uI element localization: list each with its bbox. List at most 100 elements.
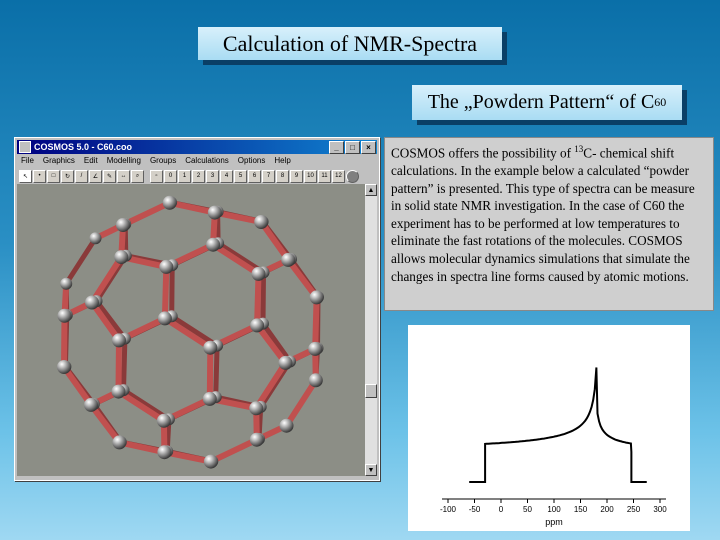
carbon-atom: [251, 266, 266, 281]
carbon-atom: [85, 295, 99, 310]
bond: [260, 269, 266, 327]
color-dot-icon[interactable]: [346, 169, 359, 183]
bond: [213, 343, 220, 400]
carbon-atom: [89, 232, 102, 245]
carbon-atom: [254, 215, 269, 229]
x-tick-label: 100: [547, 505, 561, 514]
group-0-button[interactable]: 0: [164, 169, 177, 183]
bond: [161, 263, 170, 322]
menu-help[interactable]: Help: [274, 156, 291, 165]
bond: [161, 315, 214, 351]
bond: [115, 337, 122, 395]
carbon-atom: [279, 418, 294, 433]
menu-calculations[interactable]: Calculations: [185, 156, 229, 165]
toolbar: ↖ • □ ↻ / ∠ ✎ ↔ ⌕ ▫ 0 1 2 3 4 5 6 7 8 9 …: [17, 169, 377, 183]
group-11-button[interactable]: 11: [318, 169, 331, 183]
bond-tool-icon[interactable]: /: [75, 169, 88, 183]
molecule-canvas[interactable]: [17, 184, 365, 476]
vertical-scrollbar[interactable]: ▲ ▼: [365, 184, 377, 476]
bond: [207, 436, 260, 465]
carbon-atom: [162, 195, 177, 210]
bond: [260, 321, 293, 364]
x-tick-label: 50: [523, 505, 532, 514]
bond: [61, 312, 68, 370]
carbon-atom: [84, 397, 98, 412]
zoom-tool-icon[interactable]: ⌕: [131, 169, 144, 183]
group-7-button[interactable]: 7: [262, 169, 275, 183]
carbon-atom: [250, 318, 265, 333]
menu-modelling[interactable]: Modelling: [106, 156, 141, 165]
menu-bar: File Graphics Edit Modelling Groups Calc…: [17, 155, 377, 168]
maximize-button[interactable]: □: [345, 141, 360, 154]
carbon-atom: [57, 308, 72, 323]
x-tick-label: 0: [499, 505, 504, 514]
menu-options[interactable]: Options: [237, 156, 266, 165]
bond: [89, 299, 122, 344]
draw-tool-icon[interactable]: ✎: [103, 169, 116, 183]
rotate-tool-icon[interactable]: ↻: [61, 169, 74, 183]
slide-title: Calculation of NMR-Spectra: [198, 27, 502, 60]
menu-edit[interactable]: Edit: [83, 156, 98, 165]
minimize-button[interactable]: _: [329, 141, 344, 154]
close-button[interactable]: ×: [361, 141, 376, 154]
carbon-atom: [116, 218, 130, 232]
bond: [254, 270, 262, 329]
group-2-button[interactable]: 2: [192, 169, 205, 183]
group-1-button[interactable]: 1: [178, 169, 191, 183]
cosmos-window: COSMOS 5.0 - C60.coo _ □ × File Graphics…: [14, 137, 380, 481]
bond: [283, 377, 319, 429]
scroll-down-icon[interactable]: ▼: [365, 464, 377, 476]
bond: [120, 199, 173, 228]
group-3-button[interactable]: 3: [206, 169, 219, 183]
move-tool-icon[interactable]: ↔: [117, 169, 130, 183]
app-icon: [19, 141, 31, 153]
carbon-atom: [249, 432, 264, 447]
menu-file[interactable]: File: [21, 156, 34, 165]
carbon-atom: [159, 259, 174, 274]
bond: [94, 298, 128, 342]
group-5-button[interactable]: 5: [234, 169, 247, 183]
group-9-button[interactable]: 9: [290, 169, 303, 183]
carbon-atom: [157, 311, 172, 326]
window-titlebar[interactable]: COSMOS 5.0 - C60.coo _ □ ×: [17, 140, 377, 154]
group-8-button[interactable]: 8: [276, 169, 289, 183]
carbon-atom: [207, 205, 222, 220]
group-6-button[interactable]: 6: [248, 169, 261, 183]
pointer-tool-icon[interactable]: ↖: [19, 169, 32, 183]
bond: [169, 262, 175, 319]
x-tick-label: -50: [469, 505, 481, 514]
menu-graphics[interactable]: Graphics: [42, 156, 75, 165]
bond: [253, 359, 289, 412]
bond: [63, 235, 98, 287]
bond: [89, 254, 125, 306]
carbon-atom: [309, 290, 324, 305]
carbon-atom: [202, 391, 217, 406]
group-12-button[interactable]: 12: [332, 169, 345, 183]
select-tool-icon[interactable]: □: [47, 169, 60, 183]
carbon-atom: [308, 341, 323, 356]
atom-tool-icon[interactable]: •: [33, 169, 46, 183]
x-tick-label: 300: [653, 505, 667, 514]
group-4-button[interactable]: 4: [220, 169, 233, 183]
window-title: COSMOS 5.0 - C60.coo: [34, 142, 133, 152]
menu-groups[interactable]: Groups: [149, 156, 177, 165]
bond: [115, 388, 167, 424]
x-tick-label: 250: [627, 505, 641, 514]
carbon-atom: [114, 250, 129, 265]
bond: [121, 336, 128, 393]
bond: [285, 256, 320, 301]
scroll-up-icon[interactable]: ▲: [365, 184, 377, 196]
bond: [61, 364, 94, 408]
group-10-button[interactable]: 10: [304, 169, 317, 183]
bond: [166, 199, 218, 216]
x-tick-label: -100: [440, 505, 457, 514]
carbon-atom: [281, 252, 296, 267]
carbon-atom: [203, 454, 218, 469]
bond: [312, 294, 320, 352]
scroll-thumb[interactable]: [365, 384, 377, 398]
fullerene-model: [57, 195, 324, 469]
x-axis-label: ppm: [545, 517, 563, 527]
carbon-atom: [60, 277, 73, 290]
group-tool-icon[interactable]: ▫: [150, 169, 163, 183]
measure-tool-icon[interactable]: ∠: [89, 169, 102, 183]
